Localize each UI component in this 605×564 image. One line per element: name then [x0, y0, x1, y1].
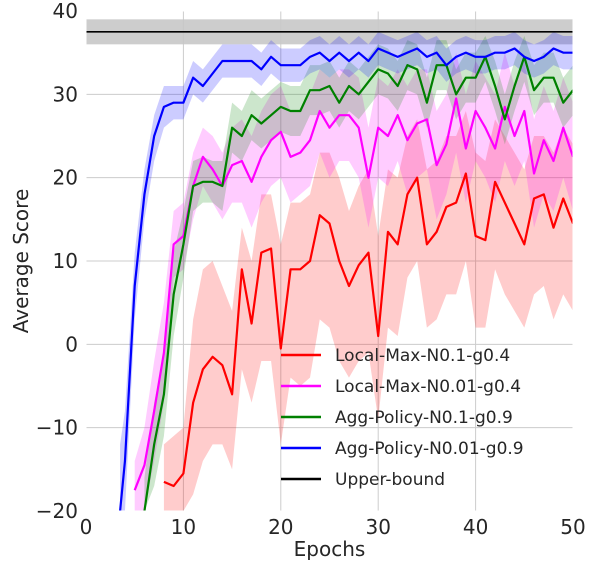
y-tick-label: 10 [53, 249, 78, 273]
y-tick-label: −10 [36, 416, 78, 440]
y-tick-label: 30 [53, 82, 78, 106]
y-axis-label: Average Score [9, 189, 33, 334]
series-0-line [163, 172, 573, 488]
y-tick-label: −20 [36, 499, 78, 523]
x-axis-label: Epochs [294, 537, 366, 560]
x-tick-label: 30 [365, 515, 390, 539]
y-tick-label: 40 [53, 0, 78, 23]
y-tick-label: 0 [65, 332, 78, 356]
legend-label: Local-Max-N0.1-g0.4 [335, 346, 510, 366]
x-tick-label: 0 [80, 515, 93, 539]
legend-label: Agg-Policy-N0.1-g0.9 [335, 408, 513, 428]
tick-labels: 0 10 20 30 40 50 −20 −10 0 10 20 30 40 [36, 0, 586, 539]
series-2-line [143, 55, 573, 511]
series-2-band [144, 36, 573, 511]
plot-frame [85, 10, 574, 512]
x-tick-label: 40 [463, 515, 488, 539]
series-lines [86, 31, 573, 511]
legend: Local-Max-N0.1-g0.4 Local-Max-N0.01-g0.4 A… [281, 346, 524, 490]
x-tick-label: 50 [560, 515, 585, 539]
legend-label: Local-Max-N0.01-g0.4 [335, 377, 521, 397]
grid [85, 10, 574, 512]
legend-label: Upper-bound [335, 470, 445, 490]
y-tick-label: 20 [53, 166, 78, 190]
x-tick-label: 10 [171, 515, 196, 539]
series-1-line [133, 97, 573, 491]
legend-label: Agg-Policy-N0.01-g0.9 [335, 439, 524, 459]
series-3-line [118, 47, 573, 511]
x-tick-label: 20 [268, 515, 293, 539]
